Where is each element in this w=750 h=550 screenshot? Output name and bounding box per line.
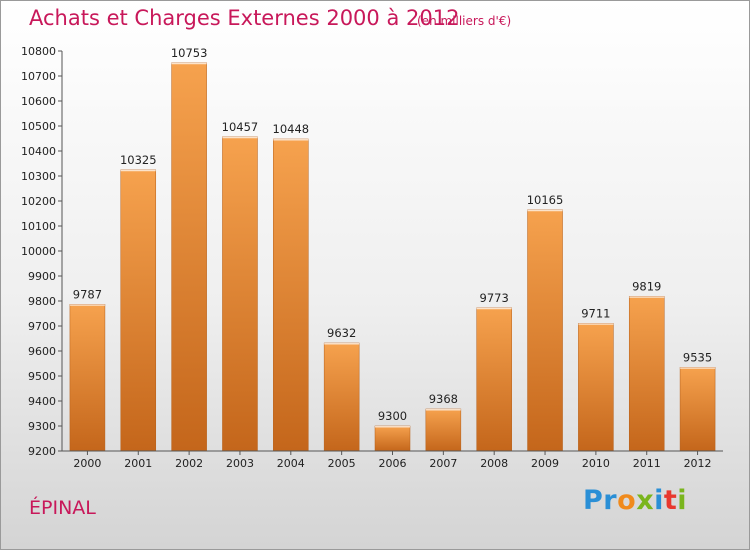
y-tick-label: 9600: [28, 345, 56, 358]
y-tick-label: 10700: [21, 70, 56, 83]
logo-letter: x: [636, 485, 655, 516]
chart-subtitle: (en milliers d'€): [417, 14, 512, 28]
x-tick-label: 2003: [226, 457, 254, 470]
bar-value-label: 10457: [222, 120, 259, 134]
bar: [222, 136, 258, 452]
bar-value-label: 10165: [527, 193, 564, 207]
bar-value-label: 9711: [581, 306, 610, 320]
y-tick-label: 9700: [28, 320, 56, 333]
bar: [273, 138, 309, 452]
bar: [679, 367, 716, 452]
y-tick-label: 9300: [28, 420, 56, 433]
y-tick-label: 9500: [28, 370, 56, 383]
x-tick-label: 2002: [175, 457, 203, 470]
bar-value-label: 9368: [429, 392, 458, 406]
y-tick-label: 10500: [21, 120, 56, 133]
x-tick-label: 2006: [379, 457, 407, 470]
bar-highlight: [324, 343, 360, 345]
bar: [171, 62, 207, 452]
bar: [69, 304, 106, 452]
city-name: ÉPINAL: [29, 497, 96, 519]
logo-letter: o: [617, 485, 637, 516]
x-tick-label: 2007: [429, 457, 457, 470]
y-tick-label: 10300: [21, 170, 56, 183]
bar-highlight: [120, 169, 156, 172]
bar-highlight: [527, 209, 563, 212]
bar-highlight: [578, 323, 614, 325]
x-tick-label: 2008: [480, 457, 508, 470]
y-tick-label: 10200: [21, 195, 56, 208]
bar: [374, 425, 411, 452]
y-tick-label: 10800: [21, 45, 56, 58]
bar-highlight: [69, 304, 105, 306]
y-tick-label: 9800: [28, 295, 56, 308]
chart-title: Achats et Charges Externes 2000 à 2012: [29, 6, 460, 30]
bar-value-label: 9787: [73, 287, 102, 301]
bar-highlight: [222, 136, 258, 139]
logo-letter: i: [654, 485, 664, 516]
bar-value-label: 9300: [378, 409, 407, 423]
bar-value-label: 10753: [171, 46, 208, 60]
bars: 9787 10325 10753 10457 10448 9632 9300 9368 9773…: [69, 46, 716, 452]
logo-letter: r: [603, 485, 618, 516]
bar-highlight: [425, 409, 461, 411]
y-tick-label: 9200: [28, 445, 56, 458]
bar: [425, 408, 462, 452]
bar: [527, 209, 563, 452]
bar-value-label: 9535: [683, 350, 712, 364]
bar-value-label: 9819: [632, 279, 661, 293]
y-tick-label: 10000: [21, 245, 56, 258]
y-tick-label: 9400: [28, 395, 56, 408]
x-tick-label: 2001: [124, 457, 152, 470]
bar: [628, 296, 665, 452]
y-tick-label: 10100: [21, 220, 56, 233]
x-tick-label: 2005: [328, 457, 356, 470]
x-tick-label: 2000: [73, 457, 101, 470]
logo-letter: i: [677, 485, 688, 516]
x-tick-label: 2009: [531, 457, 559, 470]
bar-highlight: [680, 367, 716, 369]
y-tick-label: 9900: [28, 270, 56, 283]
bar-highlight: [629, 296, 665, 298]
bar: [120, 169, 157, 452]
y-axis: 9200 9300 9400 9500 9600 9700 9800 9900 10000 101…: [21, 45, 63, 458]
x-tick-label: 2012: [684, 457, 712, 470]
bar: [578, 323, 614, 452]
bar-value-label: 10325: [120, 153, 157, 167]
bar-value-label: 10448: [273, 122, 310, 136]
bar: [323, 342, 360, 452]
x-tick-label: 2004: [277, 457, 305, 470]
bar: [476, 307, 512, 452]
bar-highlight: [171, 62, 207, 65]
bar-highlight: [476, 307, 512, 310]
bar-highlight: [273, 139, 309, 141]
bar-value-label: 9773: [480, 291, 509, 305]
x-axis: 2000 2001 2002 2003 2004 2005 2006 2007 2008 2009…: [62, 450, 723, 470]
logo-letter: t: [663, 485, 678, 516]
bar-highlight: [375, 426, 410, 428]
proxiti-logo: Proxiti: [583, 485, 687, 516]
logo-letter: P: [583, 485, 604, 516]
x-tick-label: 2010: [582, 457, 610, 470]
x-tick-label: 2011: [633, 457, 661, 470]
y-tick-label: 10600: [21, 95, 56, 108]
y-tick-label: 10400: [21, 145, 56, 158]
bar-value-label: 9632: [327, 326, 356, 340]
